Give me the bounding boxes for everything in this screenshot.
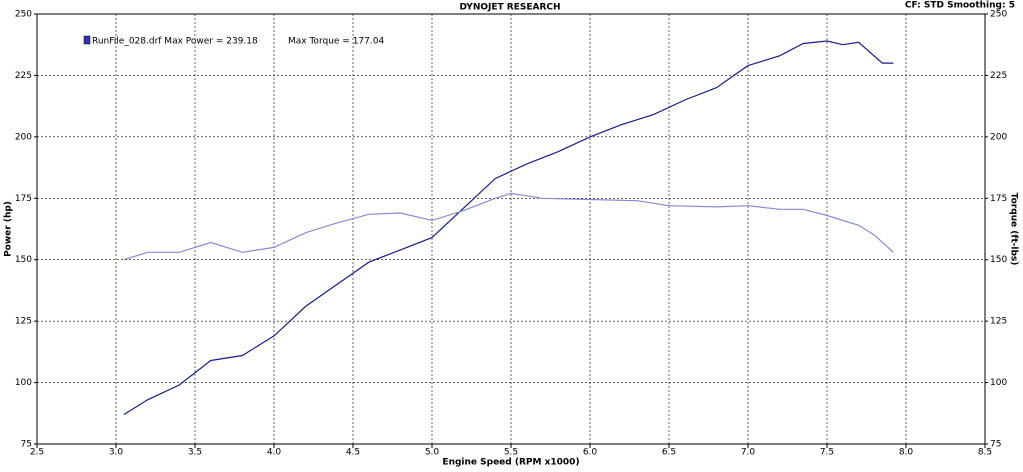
x-tick-label: 2.5 bbox=[30, 448, 44, 458]
chart-title: DYNOJET RESEARCH bbox=[459, 3, 560, 13]
y-tick-label: 200 bbox=[15, 132, 32, 142]
x-tick-label: 6.0 bbox=[583, 448, 598, 458]
x-tick-label: 8.0 bbox=[899, 448, 914, 458]
y-tick-label: 225 bbox=[15, 71, 32, 81]
y-tick-label: 250 bbox=[15, 10, 32, 20]
x-tick-label: 4.0 bbox=[267, 448, 282, 458]
y2-tick-label: 100 bbox=[990, 378, 1007, 388]
legend-text: RunFile_028.drf Max Power = 239.18 bbox=[92, 37, 258, 47]
x-tick-label: 3.5 bbox=[188, 448, 202, 458]
series-line bbox=[123, 40, 894, 416]
y-axis-label: Power (hp) bbox=[4, 201, 14, 257]
y2-tick-label: 250 bbox=[990, 10, 1007, 20]
y-tick-label: 100 bbox=[15, 378, 32, 388]
series-line bbox=[123, 192, 894, 261]
y2-tick-label: 225 bbox=[990, 71, 1007, 81]
y-tick-label: 75 bbox=[21, 440, 32, 450]
y2-tick-label: 125 bbox=[990, 317, 1007, 327]
chart-subtitle: CF: STD Smoothing: 5 bbox=[905, 1, 1015, 11]
x-tick-label: 4.5 bbox=[346, 448, 360, 458]
x-tick-label: 7.5 bbox=[820, 448, 834, 458]
x-tick-label: 8.5 bbox=[978, 448, 992, 458]
x-tick-label: 3.0 bbox=[109, 448, 124, 458]
y-tick-label: 150 bbox=[15, 255, 32, 265]
y2-tick-label: 75 bbox=[990, 440, 1001, 450]
y2-tick-label: 150 bbox=[990, 255, 1007, 265]
x-tick-label: 5.0 bbox=[425, 448, 440, 458]
x-tick-label: 7.0 bbox=[741, 448, 756, 458]
x-tick-label: 6.5 bbox=[662, 448, 676, 458]
y2-axis-label: Torque (ft-lbs) bbox=[1009, 193, 1019, 266]
legend-text: Max Torque = 177.04 bbox=[288, 37, 384, 47]
y2-tick-label: 175 bbox=[990, 194, 1007, 204]
y-tick-label: 175 bbox=[15, 194, 32, 204]
x-tick-label: 5.5 bbox=[504, 448, 518, 458]
x-axis-label: Engine Speed (RPM x1000) bbox=[442, 458, 579, 468]
legend-swatch bbox=[83, 35, 91, 45]
y-tick-label: 125 bbox=[15, 317, 32, 327]
y2-tick-label: 200 bbox=[990, 132, 1007, 142]
